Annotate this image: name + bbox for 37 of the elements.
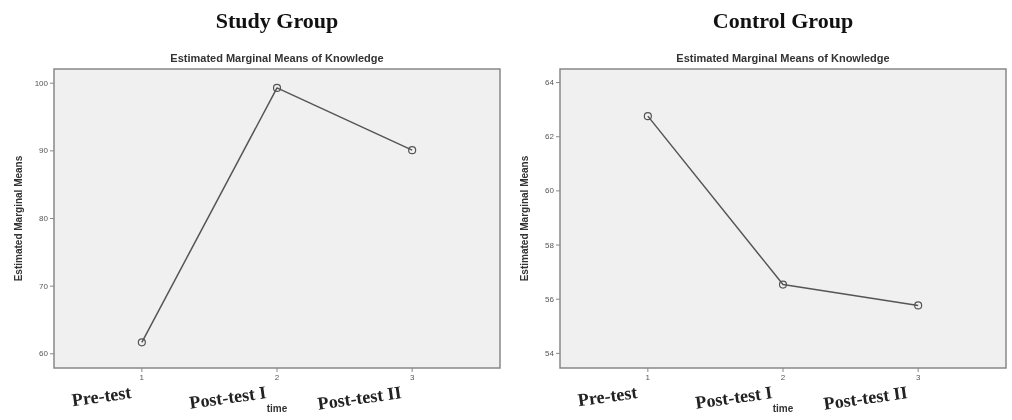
y-tick-label: 64 [545, 78, 555, 88]
y-tick-label: 90 [39, 146, 49, 156]
y-tick-label: 100 [34, 78, 49, 88]
y-tick-label: 80 [39, 214, 49, 224]
text: Post-test I [694, 382, 774, 413]
x-axis-title: time [266, 403, 288, 414]
y-tick-label: 70 [39, 281, 49, 291]
chart-subtitle: Estimated Marginal Means of Knowledge [676, 52, 890, 64]
y-tick-label: 58 [545, 240, 555, 250]
y-tick-label: 60 [545, 186, 555, 196]
point [272, 83, 282, 93]
y-axis-title: Estimated Marginal Means [13, 155, 24, 282]
x-tick-label: 2 [274, 373, 280, 382]
point [914, 301, 923, 310]
y-tick-label: 56 [545, 294, 555, 304]
point [408, 146, 417, 155]
y-tick-label: 62 [545, 132, 555, 142]
x-tick-label: 3 [915, 373, 921, 382]
y-tick-label: 60 [39, 349, 49, 359]
x-tick-label: 1 [645, 373, 651, 382]
x-tick-label: 3 [409, 373, 415, 382]
chart-subtitle: Estimated Marginal Means of Knowledge [170, 52, 384, 64]
y-axis-title: Estimated Marginal Means [519, 155, 530, 282]
x-tick-label: 1 [139, 373, 145, 382]
text: Post-test II [316, 382, 403, 414]
point [137, 338, 146, 347]
x-axis-title: time [772, 403, 794, 414]
text: Post-test I [188, 382, 268, 413]
chart-title: Study Group [215, 8, 339, 33]
text: Pre-test [576, 382, 639, 411]
chart-title: Control Group [712, 8, 854, 33]
point [778, 280, 788, 289]
text: Pre-test [70, 382, 133, 411]
point [643, 112, 652, 121]
x-tick-label: 2 [780, 373, 786, 382]
text: Post-test II [822, 382, 909, 414]
y-tick-label: 54 [545, 348, 555, 358]
